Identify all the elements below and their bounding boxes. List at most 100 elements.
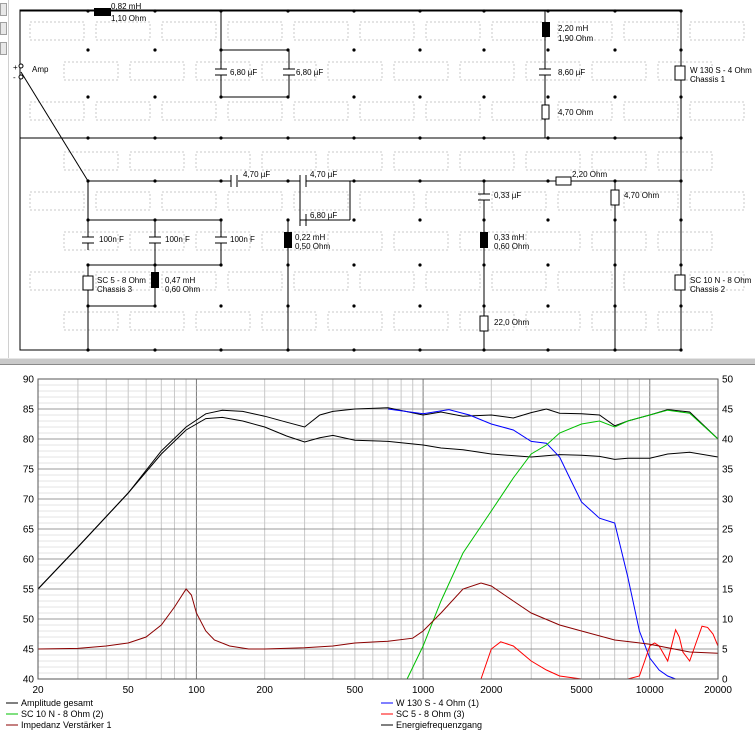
resistor-22[interactable] xyxy=(479,315,489,332)
placeholder-slot[interactable] xyxy=(491,271,547,291)
placeholder-slot[interactable] xyxy=(525,311,581,331)
placeholder-slot[interactable] xyxy=(95,191,151,211)
placeholder-slot[interactable] xyxy=(393,151,449,171)
placeholder-slot[interactable] xyxy=(425,191,481,211)
amp-minus-sign: - xyxy=(13,73,16,82)
placeholder-slot[interactable] xyxy=(327,61,383,81)
series-capacitor-1[interactable] xyxy=(230,175,238,187)
placeholder-slot[interactable] xyxy=(161,101,217,121)
capacitor-2[interactable] xyxy=(283,68,295,76)
placeholder-slot[interactable] xyxy=(623,101,679,121)
series-capacitor-2[interactable] xyxy=(299,175,307,187)
nf-capacitor-1[interactable] xyxy=(82,236,94,244)
placeholder-slot[interactable] xyxy=(689,191,745,211)
placeholder-slot[interactable] xyxy=(359,21,415,41)
placeholder-slot[interactable] xyxy=(327,231,383,251)
placeholder-slot[interactable] xyxy=(129,61,185,81)
placeholder-slot[interactable] xyxy=(459,151,515,171)
placeholder-slot[interactable] xyxy=(623,21,679,41)
placeholder-slot[interactable] xyxy=(591,231,647,251)
placeholder-slot[interactable] xyxy=(393,311,449,331)
placeholder-slot[interactable] xyxy=(327,311,383,331)
placeholder-slot[interactable] xyxy=(129,311,185,331)
placeholder-slot[interactable] xyxy=(525,151,581,171)
shunt-resistor[interactable] xyxy=(610,189,620,206)
inductor-top[interactable] xyxy=(94,8,111,16)
placeholder-slot[interactable] xyxy=(591,311,647,331)
placeholder-slot[interactable] xyxy=(293,191,349,211)
capacitor-right[interactable] xyxy=(539,68,551,76)
placeholder-slot[interactable] xyxy=(195,311,251,331)
series-resistor[interactable] xyxy=(555,176,572,186)
placeholder-slot[interactable] xyxy=(393,61,449,81)
grid-dot xyxy=(219,304,223,308)
amp-terminals[interactable] xyxy=(18,63,24,80)
toolbar-button-3[interactable] xyxy=(0,42,7,55)
placeholder-slot[interactable] xyxy=(227,191,283,211)
placeholder-slot[interactable] xyxy=(393,231,449,251)
inductor-right[interactable] xyxy=(542,22,550,37)
placeholder-slot[interactable] xyxy=(623,271,679,291)
driver-2-symbol[interactable] xyxy=(674,274,686,291)
placeholder-slot[interactable] xyxy=(29,191,85,211)
placeholder-slot[interactable] xyxy=(293,101,349,121)
right-tick-label: 20 xyxy=(722,555,734,566)
placeholder-slot[interactable] xyxy=(95,21,151,41)
capacitor-1[interactable] xyxy=(215,68,227,76)
placeholder-slot[interactable] xyxy=(227,21,283,41)
placeholder-slot[interactable] xyxy=(491,101,547,121)
placeholder-slot[interactable] xyxy=(327,151,383,171)
driver-1-symbol[interactable] xyxy=(674,65,686,81)
driver-3-symbol[interactable] xyxy=(82,275,94,291)
placeholder-slot[interactable] xyxy=(689,101,745,121)
placeholder-slot[interactable] xyxy=(29,101,85,121)
resistor-right[interactable] xyxy=(541,104,550,120)
placeholder-slot[interactable] xyxy=(63,61,119,81)
placeholder-slot[interactable] xyxy=(425,101,481,121)
placeholder-slot[interactable] xyxy=(161,191,217,211)
placeholder-slot[interactable] xyxy=(491,21,547,41)
crossover-schematic-pane[interactable]: + - Amp 0,82 mH 1,10 Ohm 6,80 µF 6,80 µF… xyxy=(0,0,755,358)
nf-capacitor-2[interactable] xyxy=(149,236,161,244)
placeholder-slot[interactable] xyxy=(425,271,481,291)
placeholder-slot[interactable] xyxy=(29,271,85,291)
toolbar-button-1[interactable] xyxy=(0,3,7,16)
placeholder-slot[interactable] xyxy=(161,21,217,41)
placeholder-slot[interactable] xyxy=(359,101,415,121)
frequency-response-graph[interactable]: 90 85 80 75 70 65 60 55 50 45 40 50 45 40 35 30 25 20 15 1… xyxy=(0,365,755,734)
series-cap1-label: 4,70 µF xyxy=(243,170,270,179)
placeholder-slot[interactable] xyxy=(261,151,317,171)
capacitor-mid-bottom[interactable] xyxy=(299,214,307,226)
placeholder-slot[interactable] xyxy=(425,21,481,41)
placeholder-slot[interactable] xyxy=(689,21,745,41)
placeholder-slot[interactable] xyxy=(293,271,349,291)
placeholder-slot[interactable] xyxy=(359,271,415,291)
placeholder-slot[interactable] xyxy=(657,231,713,251)
placeholder-slot[interactable] xyxy=(63,311,119,331)
placeholder-slot[interactable] xyxy=(591,61,647,81)
placeholder-slot[interactable] xyxy=(227,271,283,291)
placeholder-slot[interactable] xyxy=(29,21,85,41)
placeholder-slot[interactable] xyxy=(657,311,713,331)
inductor-047[interactable] xyxy=(151,272,159,288)
placeholder-slot[interactable] xyxy=(657,151,713,171)
pane-splitter[interactable] xyxy=(0,358,755,365)
placeholder-slot[interactable] xyxy=(525,231,581,251)
placeholder-slot[interactable] xyxy=(557,271,613,291)
placeholder-slot[interactable] xyxy=(293,21,349,41)
inductor-mid[interactable] xyxy=(284,232,292,248)
nf-capacitor-3[interactable] xyxy=(215,236,227,244)
placeholder-slot[interactable] xyxy=(227,101,283,121)
placeholder-slot[interactable] xyxy=(195,151,251,171)
toolbar-button-2[interactable] xyxy=(0,22,7,35)
placeholder-slot[interactable] xyxy=(129,151,185,171)
capacitor-033[interactable] xyxy=(478,193,490,201)
placeholder-slot[interactable] xyxy=(591,151,647,171)
placeholder-slot[interactable] xyxy=(557,191,613,211)
grid-dot xyxy=(546,95,550,99)
inductor-033[interactable] xyxy=(480,232,488,248)
placeholder-slot[interactable] xyxy=(261,311,317,331)
placeholder-slot[interactable] xyxy=(95,101,151,121)
placeholder-slot[interactable] xyxy=(459,61,515,81)
placeholder-slot[interactable] xyxy=(359,191,415,211)
